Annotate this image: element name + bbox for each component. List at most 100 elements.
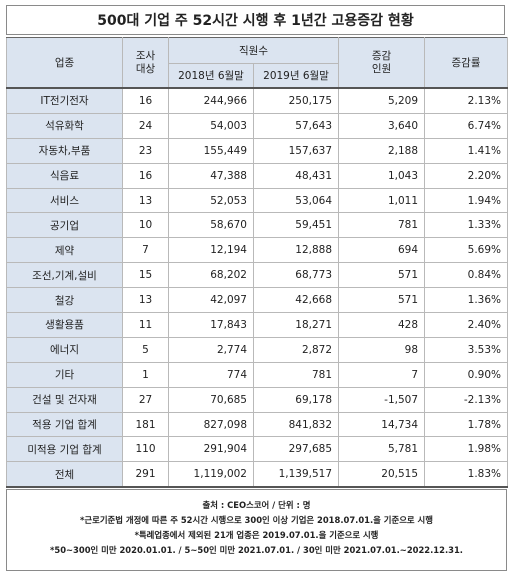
- rate-cell: 3.53%: [424, 336, 509, 363]
- industry-cell: 석유화학: [6, 112, 123, 139]
- staff-2019-cell: 297,685: [252, 436, 340, 463]
- industry-cell: 서비스: [6, 187, 123, 214]
- industry-cell: 건설 및 건자재: [6, 386, 123, 413]
- change-cell: 5,209: [338, 86, 426, 114]
- change-cell: 694: [338, 237, 426, 264]
- header-rate: 증감률: [424, 37, 509, 89]
- footnote-2: *특례업종에서 제외된 21개 업종은 2019.07.01.을 기준으로 시행: [134, 530, 379, 540]
- target-cell: 10: [122, 212, 169, 239]
- table-row: 석유화학 24 54,003 57,643 3,640 6.74%: [6, 112, 509, 139]
- change-cell: 2,188: [338, 137, 426, 164]
- staff-2018-cell: 244,966: [168, 86, 254, 114]
- header-change-text: 증감 인원: [371, 49, 392, 75]
- staff-2018-cell: 70,685: [168, 386, 254, 413]
- footnotes: 출처 : CEO스코어 / 단위 : 명 *근로기준법 개정에 따른 주 52시…: [6, 489, 507, 571]
- change-cell: 20,515: [338, 461, 426, 489]
- target-cell: 1: [122, 361, 169, 388]
- footnote-3: *50~300인 미만 2020.01.01. / 5~50인 미만 2021.…: [50, 545, 463, 555]
- table-row: 철강 13 42,097 42,668 571 1.36%: [6, 287, 509, 314]
- table-row: 제약 7 12,194 12,888 694 5.69%: [6, 237, 509, 264]
- industry-cell: 공기업: [6, 212, 123, 239]
- industry-cell: 기타: [6, 361, 123, 388]
- header-2018: 2018년 6월말: [168, 63, 254, 89]
- table-title: 500대 기업 주 52시간 시행 후 1년간 고용증감 현황: [6, 5, 505, 35]
- rate-cell: 2.20%: [424, 162, 509, 189]
- rate-cell: 1.94%: [424, 187, 509, 214]
- target-cell: 16: [122, 86, 169, 114]
- staff-2019-cell: 68,773: [252, 262, 340, 289]
- change-cell: 571: [338, 262, 426, 289]
- staff-2019-cell: 69,178: [252, 386, 340, 413]
- table-row: 식음료 16 47,388 48,431 1,043 2.20%: [6, 162, 509, 189]
- industry-cell: 전체: [6, 461, 123, 489]
- change-cell: 98: [338, 336, 426, 363]
- staff-2019-cell: 12,888: [252, 237, 340, 264]
- staff-2018-cell: 58,670: [168, 212, 254, 239]
- rate-cell: 1.33%: [424, 212, 509, 239]
- rate-cell: 6.74%: [424, 112, 509, 139]
- staff-2019-cell: 250,175: [252, 86, 340, 114]
- footnote-1: *근로기준법 개정에 따른 주 52시간 시행으로 300인 이상 기업은 20…: [80, 515, 433, 525]
- change-cell: 1,011: [338, 187, 426, 214]
- target-cell: 11: [122, 312, 169, 338]
- industry-cell: 미적용 기업 합계: [6, 436, 123, 463]
- change-cell: 3,640: [338, 112, 426, 139]
- staff-2018-cell: 68,202: [168, 262, 254, 289]
- target-cell: 13: [122, 187, 169, 214]
- target-cell: 15: [122, 262, 169, 289]
- industry-cell: 자동차,부품: [6, 137, 123, 164]
- staff-2018-cell: 1,119,002: [168, 461, 254, 489]
- change-cell: -1,507: [338, 386, 426, 413]
- industry-cell: 철강: [6, 287, 123, 314]
- table-row: 조선,기계,설비 15 68,202 68,773 571 0.84%: [6, 262, 509, 289]
- target-cell: 16: [122, 162, 169, 189]
- rate-cell: 1.36%: [424, 287, 509, 314]
- staff-2019-cell: 2,872: [252, 336, 340, 363]
- staff-2019-cell: 18,271: [252, 312, 340, 338]
- table-row: 에너지 5 2,774 2,872 98 3.53%: [6, 336, 509, 363]
- staff-2018-cell: 17,843: [168, 312, 254, 338]
- change-cell: 14,734: [338, 411, 426, 438]
- staff-2018-cell: 42,097: [168, 287, 254, 314]
- staff-2018-cell: 12,194: [168, 237, 254, 264]
- target-cell: 181: [122, 411, 169, 438]
- staff-2018-cell: 291,904: [168, 436, 254, 463]
- target-cell: 27: [122, 386, 169, 413]
- staff-2018-cell: 2,774: [168, 336, 254, 363]
- industry-cell: 적용 기업 합계: [6, 411, 123, 438]
- header-target-text: 조사 대상: [135, 49, 156, 75]
- footnote-source: 출처 : CEO스코어 / 단위 : 명: [202, 500, 311, 510]
- target-cell: 110: [122, 436, 169, 463]
- industry-cell: 생활용품: [6, 312, 123, 338]
- rate-cell: 1.83%: [424, 461, 509, 489]
- staff-2018-cell: 774: [168, 361, 254, 388]
- industry-cell: 제약: [6, 237, 123, 264]
- table-row: 자동차,부품 23 155,449 157,637 2,188 1.41%: [6, 137, 509, 164]
- rate-cell: -2.13%: [424, 386, 509, 413]
- rate-cell: 2.13%: [424, 86, 509, 114]
- target-cell: 291: [122, 461, 169, 489]
- staff-2019-cell: 53,064: [252, 187, 340, 214]
- staff-2019-cell: 1,139,517: [252, 461, 340, 489]
- table-row: 건설 및 건자재 27 70,685 69,178 -1,507 -2.13%: [6, 386, 509, 413]
- staff-2019-cell: 59,451: [252, 212, 340, 239]
- staff-2019-cell: 42,668: [252, 287, 340, 314]
- staff-2018-cell: 155,449: [168, 137, 254, 164]
- rate-cell: 0.84%: [424, 262, 509, 289]
- industry-cell: 식음료: [6, 162, 123, 189]
- header-change: 증감 인원: [338, 37, 426, 89]
- change-cell: 5,781: [338, 436, 426, 463]
- staff-2019-cell: 157,637: [252, 137, 340, 164]
- target-cell: 24: [122, 112, 169, 139]
- summary-row: 미적용 기업 합계 110 291,904 297,685 5,781 1.98%: [6, 436, 509, 463]
- target-cell: 13: [122, 287, 169, 314]
- staff-2019-cell: 57,643: [252, 112, 340, 139]
- header-2019: 2019년 6월말: [252, 63, 340, 89]
- change-cell: 1,043: [338, 162, 426, 189]
- target-cell: 23: [122, 137, 169, 164]
- change-cell: 781: [338, 212, 426, 239]
- table-body: IT전기전자 16 244,966 250,175 5,209 2.13% 석유화학 24 54…: [6, 86, 509, 489]
- industry-cell: 에너지: [6, 336, 123, 363]
- staff-2019-cell: 841,832: [252, 411, 340, 438]
